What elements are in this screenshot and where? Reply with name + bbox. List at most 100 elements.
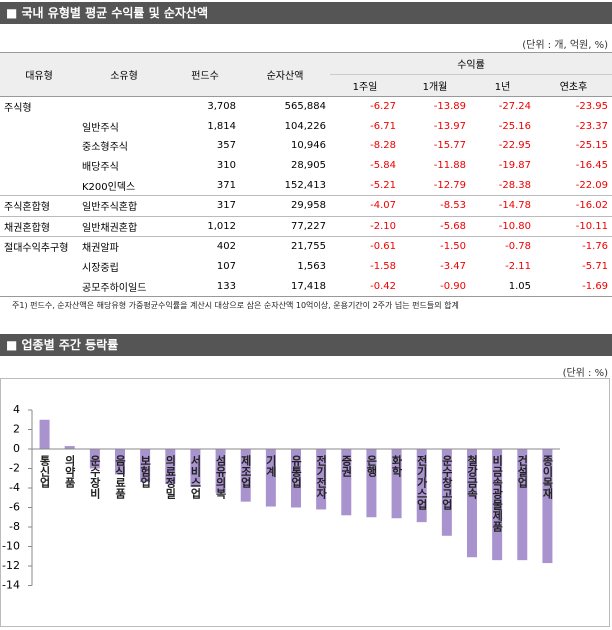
x-tick-label: 서비스업 <box>189 454 202 499</box>
bar <box>341 449 352 516</box>
table-cell: -14.78 <box>498 200 531 212</box>
table-cell: -0.78 <box>505 241 531 253</box>
y-tick-label: 0 <box>13 442 20 455</box>
x-tick-label: 화학 <box>390 454 403 478</box>
table-cell <box>0 276 78 296</box>
table-cell: 152,413 <box>284 179 326 191</box>
header-cell: 수익률 <box>330 52 612 75</box>
table-cell: 채권알파 <box>82 243 119 255</box>
table-cell: -0.61 <box>370 241 396 253</box>
table-cell: 채권혼합형 <box>4 222 50 234</box>
table-cell: 1,563 <box>297 261 326 273</box>
header-cell: 펀드수 <box>170 52 240 97</box>
bar <box>190 449 201 488</box>
table-cell: -0.42 <box>370 280 396 292</box>
table-cell: 371 <box>216 179 236 191</box>
y-tick-label: -2 <box>9 462 20 475</box>
table-cell: -19.87 <box>498 160 531 172</box>
table-cell: -27.24 <box>498 101 531 113</box>
table-cell: -6.27 <box>370 101 396 113</box>
table-cell: -8.53 <box>440 200 466 212</box>
chart-frame <box>0 378 610 627</box>
table-cell: -5.71 <box>582 261 609 273</box>
table-cell: 3,708 <box>207 101 236 113</box>
table-cell: 일반주식 <box>82 122 119 134</box>
bar <box>416 449 427 523</box>
table-cell: 1,012 <box>207 220 236 232</box>
header-cell: 소유형 <box>78 52 170 97</box>
table-cell: -5.84 <box>370 160 396 172</box>
table-row: 배당주식 310 28,905 -5.84 -11.88 -19.87 -16.45 <box>0 156 612 176</box>
x-tick-label: 비금속광물제품 <box>491 454 504 532</box>
table-cell: 317 <box>216 200 236 212</box>
table-row: 시장중립 107 1,563 -1.58 -3.47 -2.11 -5.71 <box>0 257 612 277</box>
y-tick-label: 2 <box>13 423 20 436</box>
x-tick-label: 은행 <box>365 455 378 478</box>
y-tick-label: -6 <box>9 501 20 514</box>
x-tick-label: 의료정밀 <box>164 454 177 499</box>
x-tick-label: 의약품 <box>63 454 76 488</box>
table-cell: 104,226 <box>284 120 326 132</box>
table-cell: -22.09 <box>575 179 609 191</box>
bar <box>64 446 75 449</box>
table-cell: 21,755 <box>291 241 326 253</box>
header-row: 대유형 소유형 펀드수 순자산액 수익률 <box>0 52 612 97</box>
table-cell <box>0 156 78 176</box>
section-title: ■ 업종별 주간 등락률 <box>0 334 612 356</box>
bar <box>240 449 251 502</box>
x-tick-label: 섬유의복 <box>214 454 227 500</box>
table-cell: 28,905 <box>291 160 326 172</box>
y-tick-label: -12 <box>2 559 20 572</box>
table-cell: -10.80 <box>498 220 531 232</box>
table-cell: -28.38 <box>498 179 531 191</box>
table-cell: -23.37 <box>575 120 609 132</box>
table-cell: -1.50 <box>440 241 466 253</box>
x-tick-label: 종이목재 <box>541 455 554 500</box>
header-cell: 1개월 <box>400 74 470 97</box>
y-tick-label: 4 <box>13 403 20 416</box>
table-row: 채권혼합형 일반채권혼합 1,012 77,227 -2.10 -5.68 -10.80 -1… <box>0 216 612 237</box>
table-cell: 357 <box>216 140 236 152</box>
bar <box>89 449 100 469</box>
table-cell: 1,814 <box>207 120 236 132</box>
table-cell: 시장중립 <box>82 263 119 275</box>
table-cell: -3.47 <box>440 261 466 273</box>
header-row: 1주일 1개월 1년 연초후 <box>0 74 612 97</box>
table-cell: 402 <box>216 241 236 253</box>
x-tick-label: 증권 <box>340 455 353 477</box>
header-cell: 순자산액 <box>240 52 330 97</box>
x-tick-label: 통신업 <box>38 455 51 488</box>
table-row: 절대수익추구형 채권알파 402 21,755 -0.61 -1.50 -0.78 -1.76 <box>0 236 612 257</box>
table-cell: 주식혼합형 <box>4 202 50 214</box>
chart: 4 2 0 -2 -4 -6 -8 -10 -12 -14 통신업 의약품 운수장비 음식료품 보험업 의료정… <box>0 378 610 627</box>
bar <box>165 449 176 485</box>
table-row: 공모주하이일드 133 17,418 -0.42 -0.90 1.05 -1.69 <box>0 276 612 296</box>
bar <box>140 449 151 483</box>
table-cell: 1.05 <box>508 280 531 292</box>
table-cell: -16.02 <box>575 200 609 212</box>
table-cell: -1.76 <box>582 241 609 253</box>
table-cell: -23.95 <box>575 101 609 113</box>
section-title: ■ 국내 유형별 평균 수익률 및 순자산액 <box>0 2 612 24</box>
table-cell: 29,958 <box>291 200 326 212</box>
y-tick-label: -4 <box>9 481 20 494</box>
table-cell: -10.11 <box>575 220 609 232</box>
table-cell: 절대수익추구형 <box>4 243 69 255</box>
x-tick-label: 철강금속 <box>466 454 479 500</box>
table-cell: -25.16 <box>498 120 531 132</box>
table-cell: -15.77 <box>433 140 466 152</box>
table-cell: 주식형 <box>4 103 32 115</box>
table-cell: -2.11 <box>505 261 531 273</box>
table-cell: 중소형주식 <box>82 142 128 154</box>
returns-table: 대유형 소유형 펀드수 순자산액 수익률 1주일 1개월 1년 연초후 주식형 3,708 565,… <box>0 52 612 297</box>
bar <box>391 449 402 519</box>
x-tick-label: 유통업 <box>290 455 303 488</box>
header-cell: 1주일 <box>330 74 400 97</box>
header-cell: 연초후 <box>535 74 612 97</box>
x-tick-label: 기계 <box>264 454 277 478</box>
table-row: 일반주식 1,814 104,226 -6.71 -13.97 -25.16 -23.37 <box>0 117 612 137</box>
table-cell <box>0 136 78 156</box>
table-row: 중소형주식 357 10,946 -8.28 -15.77 -22.95 -25.15 <box>0 136 612 156</box>
table-cell: 565,884 <box>284 101 326 113</box>
